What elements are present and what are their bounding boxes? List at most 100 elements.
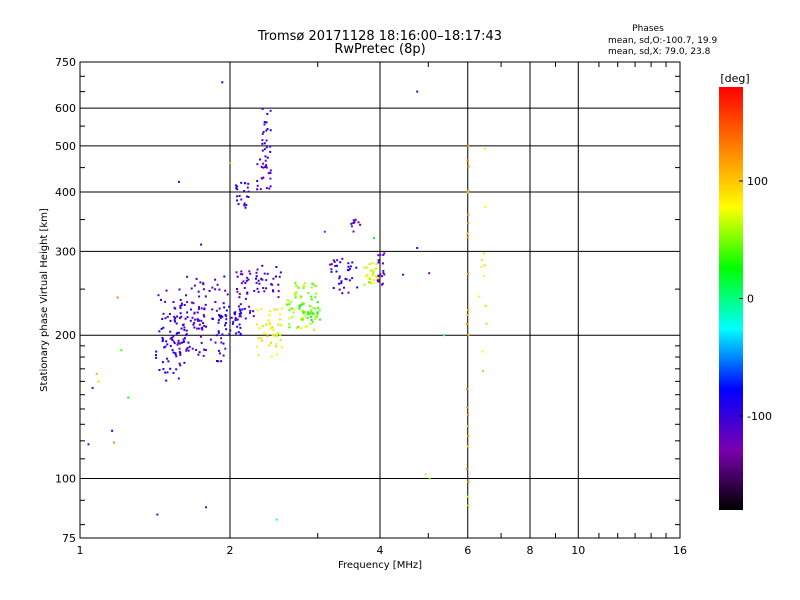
data-point <box>467 144 470 147</box>
data-point <box>173 342 176 345</box>
data-point <box>261 264 264 267</box>
data-point <box>348 279 351 282</box>
data-point <box>483 252 486 255</box>
data-point <box>162 326 165 329</box>
data-point <box>255 345 258 348</box>
data-point <box>338 277 341 280</box>
data-point <box>174 307 177 310</box>
data-point <box>180 327 183 330</box>
data-point <box>259 158 262 161</box>
data-point <box>186 316 189 319</box>
data-point <box>277 283 280 286</box>
data-point <box>224 289 227 292</box>
data-point <box>266 272 269 275</box>
data-point <box>377 259 380 262</box>
data-point <box>174 352 177 355</box>
data-point <box>310 316 313 319</box>
data-point <box>375 275 377 278</box>
data-point <box>268 321 271 324</box>
data-point <box>217 321 220 324</box>
data-point <box>256 180 259 182</box>
data-point <box>270 355 273 358</box>
data-point <box>256 287 259 290</box>
data-point <box>330 263 333 266</box>
data-point <box>161 318 164 320</box>
data-point <box>292 311 295 314</box>
data-point <box>271 283 274 286</box>
data-point <box>262 287 265 289</box>
data-point <box>467 272 470 275</box>
data-point <box>279 271 282 274</box>
data-point <box>310 311 312 314</box>
data-point <box>351 261 354 264</box>
data-point <box>239 315 242 318</box>
data-point <box>307 311 310 314</box>
data-point <box>236 185 238 188</box>
data-point <box>182 341 185 344</box>
data-point <box>311 282 314 285</box>
data-point <box>217 360 220 363</box>
data-point <box>218 314 220 316</box>
data-point <box>236 275 239 278</box>
data-point <box>165 379 168 382</box>
data-point <box>178 347 181 350</box>
data-point <box>268 314 271 317</box>
data-point <box>261 107 264 110</box>
data-point <box>341 257 344 260</box>
data-point <box>245 279 248 282</box>
data-point <box>164 345 167 348</box>
data-point <box>239 326 242 329</box>
data-point <box>263 290 266 293</box>
data-point <box>169 319 172 322</box>
data-point <box>480 259 483 261</box>
data-point <box>252 315 255 318</box>
data-point <box>164 300 167 303</box>
data-point <box>424 473 427 476</box>
data-point <box>269 185 272 188</box>
data-point <box>315 292 318 295</box>
data-point <box>245 204 248 207</box>
data-point <box>161 336 164 339</box>
data-point <box>302 310 305 313</box>
data-point <box>166 357 169 360</box>
data-point <box>225 328 228 331</box>
data-point <box>316 301 319 304</box>
data-point <box>269 145 272 148</box>
data-point <box>265 323 268 326</box>
data-point <box>192 323 195 326</box>
data-point <box>158 369 161 371</box>
data-point <box>202 288 205 291</box>
data-point <box>301 302 304 305</box>
data-point <box>177 377 180 380</box>
data-point <box>269 129 272 132</box>
data-point <box>216 360 218 362</box>
data-point <box>278 275 281 278</box>
data-point <box>191 347 194 350</box>
data-point <box>350 225 353 228</box>
data-point <box>310 313 313 316</box>
y-tick-label: 400 <box>55 186 76 199</box>
data-point <box>466 236 469 239</box>
data-point <box>307 292 310 295</box>
data-point <box>186 311 189 314</box>
x-tick-label: 2 <box>227 544 234 557</box>
data-point <box>339 261 342 264</box>
data-point <box>95 372 98 375</box>
data-point <box>271 326 274 329</box>
data-point <box>277 290 280 293</box>
data-point <box>235 271 238 274</box>
data-point <box>294 292 297 295</box>
data-point <box>265 121 268 124</box>
data-point <box>185 349 188 352</box>
data-point <box>97 380 100 383</box>
data-point <box>160 327 163 330</box>
data-point <box>316 313 319 316</box>
data-point <box>295 284 298 287</box>
data-point <box>312 306 315 309</box>
data-point <box>230 316 233 319</box>
data-point <box>215 334 218 337</box>
data-point <box>240 270 243 273</box>
data-point <box>298 307 301 310</box>
data-point <box>276 332 279 335</box>
data-point <box>246 292 249 295</box>
